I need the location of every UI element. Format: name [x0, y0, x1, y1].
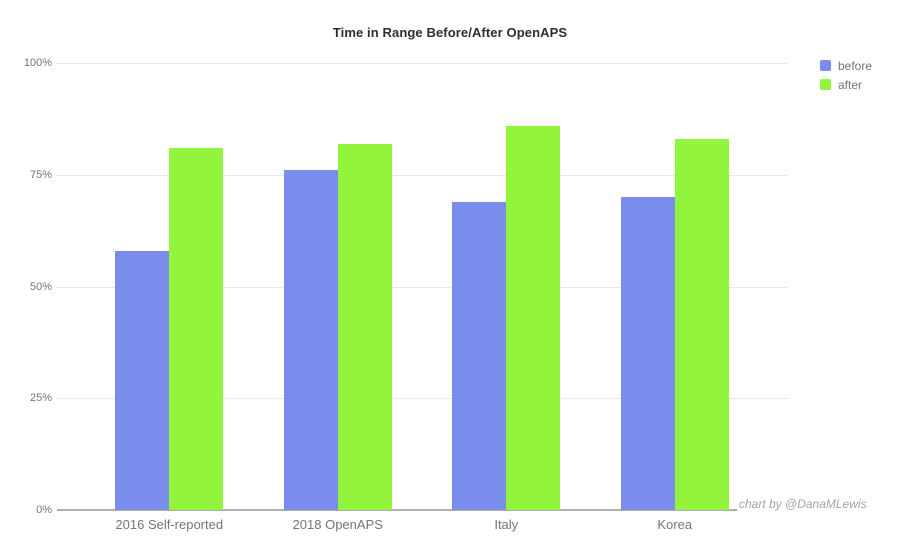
bar-before — [620, 197, 675, 510]
y-axis-tick-label: 25% — [29, 392, 52, 405]
bar-group — [85, 63, 254, 510]
x-axis-label: Korea — [657, 517, 693, 532]
y-axis-tick-label: 100% — [23, 57, 52, 69]
bar-before — [452, 201, 507, 510]
gridline — [57, 286, 788, 288]
legend-item-after: after — [820, 75, 872, 94]
bar-after — [169, 147, 224, 510]
attribution: chart by @DanaMLewis — [737, 497, 869, 511]
x-axis-label: 2016 Self-reported — [115, 517, 224, 532]
gridline — [57, 63, 788, 64]
bar-after — [674, 139, 729, 510]
bar-group — [591, 63, 760, 510]
gridline — [57, 398, 788, 400]
legend-swatch-after — [820, 79, 831, 90]
x-axis-label: 2018 OpenAPS — [292, 517, 383, 532]
legend-item-before: before — [820, 56, 872, 75]
bar-before — [283, 170, 338, 510]
x-axis-labels: 2016 Self-reported 2018 OpenAPS Italy Korea — [85, 517, 759, 532]
bar-after — [337, 143, 392, 510]
bar-before — [115, 250, 170, 510]
legend-label-before: before — [838, 58, 873, 73]
x-axis-label: Italy — [494, 517, 519, 532]
gridline — [57, 174, 788, 176]
bar-after — [506, 125, 561, 510]
legend-swatch-before — [820, 60, 831, 71]
bar-group — [254, 63, 423, 510]
x-axis-line — [57, 509, 788, 511]
y-axis-tick-label: 75% — [29, 168, 52, 181]
bar-groups — [85, 63, 759, 510]
legend-label-after: after — [838, 77, 863, 92]
chart-title: Time in Range Before/After OpenAPS — [332, 25, 568, 40]
y-axis-tick-label: 50% — [29, 280, 52, 293]
bar-group — [422, 63, 591, 510]
y-axis-tick-label: 0% — [36, 504, 52, 516]
legend: before after — [820, 56, 872, 94]
